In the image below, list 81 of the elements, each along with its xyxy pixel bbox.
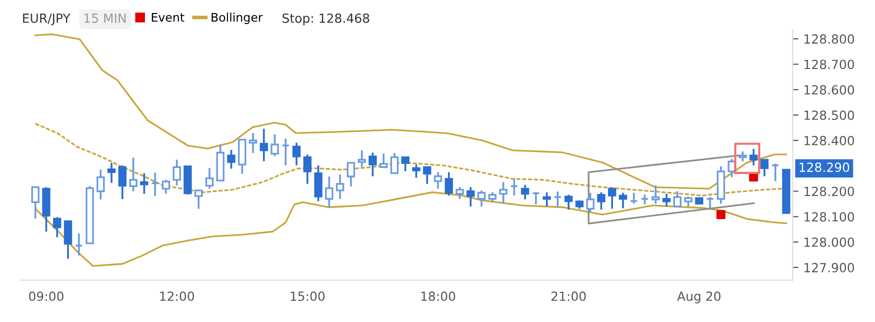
candlestick (630, 192, 638, 205)
legend-label: Event (152, 12, 184, 22)
candlestick (401, 156, 410, 172)
candlestick (314, 164, 322, 202)
candlestick (325, 176, 334, 209)
candlestick (477, 190, 486, 208)
candlestick (608, 188, 616, 210)
candlestick (205, 167, 214, 190)
candlestick (564, 194, 573, 210)
candlestick (466, 186, 475, 208)
candlestick (270, 133, 279, 158)
candlestick (542, 191, 551, 208)
candlestick (673, 190, 682, 208)
candlestick (684, 196, 692, 208)
candlestick (456, 186, 464, 200)
candlestick (434, 171, 442, 190)
y-tick-label: 127.900 (804, 262, 854, 272)
candlestick (412, 164, 420, 179)
candlestick (488, 191, 497, 202)
candlestick (652, 184, 660, 205)
candlestick (499, 181, 508, 205)
candlestick (74, 232, 84, 256)
y-tick-label: 128.500 (804, 110, 854, 120)
candlestick (118, 164, 127, 200)
x-tick-label: 18:00 (421, 291, 456, 301)
annotation: 128.290 (800, 162, 850, 172)
y-tick-label: 128.800 (804, 34, 854, 44)
candlestick (554, 190, 562, 208)
candlestick (597, 191, 606, 210)
candlestick (586, 192, 594, 212)
candlestick (444, 171, 453, 196)
candlestick (728, 158, 736, 178)
candlestick (760, 158, 769, 178)
candlestick (749, 148, 758, 166)
y-tick-label: 128.400 (804, 136, 854, 146)
candlestick (107, 162, 116, 184)
y-tick-label: 128.200 (804, 186, 854, 196)
candlestick (662, 192, 671, 208)
candlestick (260, 128, 268, 162)
candlestick (172, 158, 181, 186)
chart-title: EUR/JPY (23, 14, 70, 26)
candlestick (618, 192, 628, 210)
candlestick (227, 148, 236, 170)
candlestick (706, 196, 714, 210)
candlestick (96, 168, 105, 200)
x-tick-label: 09:00 (29, 291, 64, 301)
candlestick (738, 150, 747, 162)
y-tick-label: 128.600 (804, 85, 854, 95)
x-tick-label: Aug 20 (677, 291, 720, 304)
candlestick (140, 172, 148, 195)
candlestick (53, 216, 62, 238)
candlestick (150, 172, 160, 197)
x-tick-label: 21:00 (551, 291, 586, 301)
y-tick-label: 128.100 (804, 212, 854, 222)
candlestick (31, 186, 40, 220)
candlestick (281, 138, 290, 166)
x-tick-label: 15:00 (290, 291, 325, 301)
legend-label: Bollinger (212, 12, 263, 24)
text: Stop: 128.468 (282, 13, 370, 26)
candlestick (423, 166, 432, 185)
candlestick (248, 132, 258, 154)
candlestick (358, 149, 366, 168)
candlestick (336, 174, 344, 200)
candlestick (64, 220, 72, 260)
candlestick (292, 142, 301, 166)
line-series (34, 122, 783, 196)
y-tick-label: 128.000 (804, 238, 854, 247)
candlestick (390, 152, 399, 175)
candlestick (303, 154, 312, 185)
x-tick-label: 12:00 (160, 291, 194, 301)
candlestick (640, 194, 649, 206)
candlestick (346, 162, 356, 188)
candlestick (379, 152, 388, 169)
y-tick-label: 128.700 (804, 60, 854, 70)
candlestick (162, 178, 170, 195)
chart-subtitle: 15 MIN (84, 14, 126, 23)
candlestick (368, 152, 377, 178)
candlestick (194, 190, 203, 210)
line-series (34, 33, 788, 190)
candlestick (129, 156, 138, 192)
candlestick (520, 184, 530, 200)
